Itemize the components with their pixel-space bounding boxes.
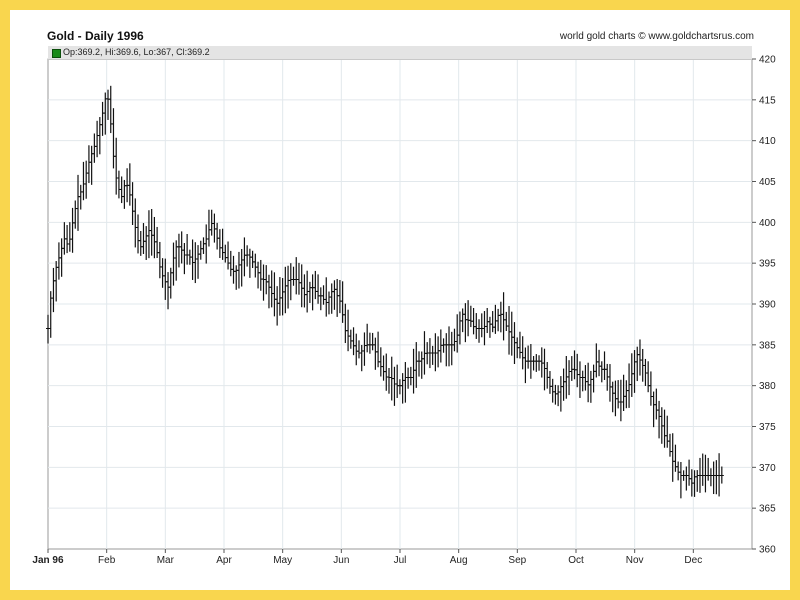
ohlc-readout: Op:369.2, Hi:369.6, Lo:367, Cl:369.2 xyxy=(63,47,210,57)
series-swatch-icon xyxy=(52,49,61,58)
y-tick-label: 370 xyxy=(759,463,776,474)
y-tick-label: 415 xyxy=(759,95,776,106)
y-tick-label: 375 xyxy=(759,422,776,433)
chart-source-label: world gold charts © www.goldchartsrus.co… xyxy=(559,31,754,42)
y-tick-label: 395 xyxy=(759,259,776,270)
chart-svg: 360 365 370 375 380 385 390 395 400 405 410 415 420 J… xyxy=(32,55,776,567)
x-tick-label: Mar xyxy=(157,555,175,566)
x-tick-label: Dec xyxy=(684,555,702,566)
chart-frame: 360 365 370 375 380 385 390 395 400 405 410 415 420 J… xyxy=(10,10,790,590)
x-tick-label: Feb xyxy=(98,555,116,566)
x-tick-label: Jul xyxy=(394,555,407,566)
y-tick-label: 360 xyxy=(759,545,776,556)
y-tick-label: 365 xyxy=(759,504,776,515)
x-tick-label: Jan 96 xyxy=(32,555,64,566)
y-tick-label: 390 xyxy=(759,300,776,311)
price-bar xyxy=(719,466,724,484)
chart-title: Gold - Daily 1996 xyxy=(47,29,144,43)
y-tick-label: 420 xyxy=(759,55,776,66)
x-tick-label: Nov xyxy=(626,555,644,566)
axis-layer: 360 365 370 375 380 385 390 395 400 405 410 415 420 J… xyxy=(32,55,776,567)
grid-layer xyxy=(47,58,753,550)
y-tick-label: 400 xyxy=(759,218,776,229)
y-tick-label: 405 xyxy=(759,177,776,188)
x-tick-label: Apr xyxy=(216,555,232,566)
x-tick-label: Sep xyxy=(508,555,526,566)
x-tick-label: Aug xyxy=(450,555,468,566)
y-tick-label: 380 xyxy=(759,381,776,392)
x-tick-label: Oct xyxy=(568,555,584,566)
y-tick-label: 410 xyxy=(759,136,776,147)
x-tick-label: May xyxy=(273,555,292,566)
y-tick-label: 385 xyxy=(759,340,776,351)
ohlc-readout-bar: Op:369.2, Hi:369.6, Lo:367, Cl:369.2 xyxy=(48,46,752,60)
price-bars xyxy=(46,85,724,499)
x-tick-label: Jun xyxy=(333,555,349,566)
